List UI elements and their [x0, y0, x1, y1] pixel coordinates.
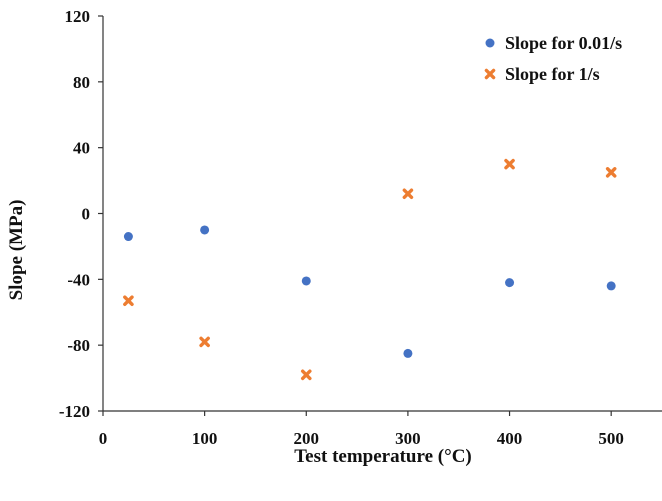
- legend-label-0: Slope for 0.01/s: [505, 33, 622, 53]
- y-axis-label: Slope (MPa): [6, 200, 27, 301]
- y-tick-label: -120: [59, 402, 90, 421]
- y-tick-label: 120: [65, 7, 91, 26]
- legend: Slope for 0.01/s Slope for 1/s: [484, 33, 622, 84]
- legend-marker-0: [485, 38, 495, 48]
- y-tick-label: 40: [73, 139, 90, 158]
- x-tick-label: 100: [192, 429, 218, 448]
- legend-label-1: Slope for 1/s: [505, 64, 600, 84]
- data-point-series-0: [606, 281, 616, 291]
- data-point-series-0: [505, 278, 515, 288]
- data-point-series-1: [199, 336, 210, 348]
- data-point-series-1: [300, 369, 312, 381]
- data-point-series-1: [504, 158, 515, 170]
- y-tick-label: 0: [82, 205, 91, 224]
- data-point-series-0: [301, 276, 311, 286]
- x-tick-label: 500: [598, 429, 624, 448]
- x-axis-label: Test temperature (°C): [294, 446, 472, 467]
- data-point-series-0: [200, 225, 210, 235]
- y-tick-label: 80: [73, 73, 90, 92]
- legend-marker-1: [484, 68, 496, 80]
- tick-labels: -120 -80 -40 0 40 80 120 0 100 200 300 400 500: [59, 7, 624, 448]
- data-point-series-1: [605, 167, 617, 178]
- x-tick-label: 200: [294, 429, 320, 448]
- data-point-series-1: [123, 295, 134, 307]
- data-point-series-1: [402, 188, 414, 200]
- axes: [98, 15, 662, 416]
- data-points: [123, 158, 617, 381]
- x-tick-label: 400: [497, 429, 523, 448]
- y-tick-label: -80: [67, 336, 90, 355]
- data-point-series-0: [403, 348, 413, 358]
- x-tick-label: 0: [99, 429, 108, 448]
- x-tick-label: 300: [395, 429, 421, 448]
- data-point-series-0: [123, 232, 133, 242]
- y-tick-label: -40: [67, 270, 90, 289]
